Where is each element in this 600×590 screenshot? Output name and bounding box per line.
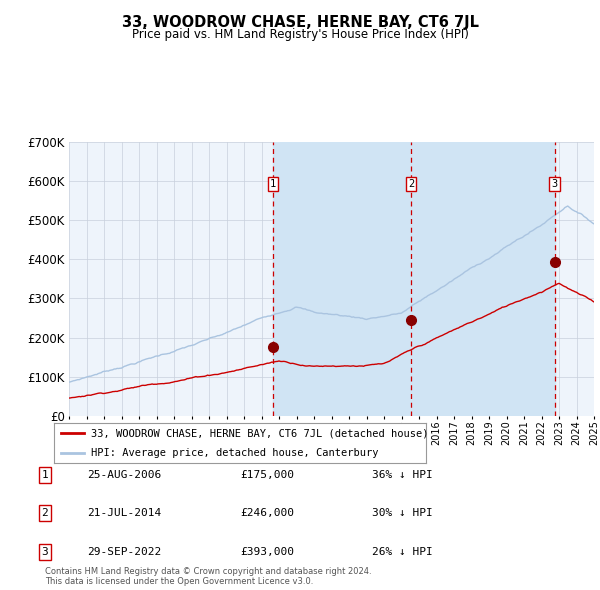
- Text: Price paid vs. HM Land Registry's House Price Index (HPI): Price paid vs. HM Land Registry's House …: [131, 28, 469, 41]
- Text: 3: 3: [551, 179, 558, 189]
- Text: 2: 2: [408, 179, 414, 189]
- Text: 1: 1: [270, 179, 276, 189]
- Text: 1: 1: [41, 470, 49, 480]
- Text: 2: 2: [41, 509, 49, 518]
- Text: 29-SEP-2022: 29-SEP-2022: [87, 547, 161, 556]
- Text: 30% ↓ HPI: 30% ↓ HPI: [372, 509, 433, 518]
- Text: £246,000: £246,000: [240, 509, 294, 518]
- Text: £175,000: £175,000: [240, 470, 294, 480]
- Text: 26% ↓ HPI: 26% ↓ HPI: [372, 547, 433, 556]
- Text: £393,000: £393,000: [240, 547, 294, 556]
- Bar: [273, 142, 554, 416]
- Text: 33, WOODROW CHASE, HERNE BAY, CT6 7JL (detached house): 33, WOODROW CHASE, HERNE BAY, CT6 7JL (d…: [91, 428, 428, 438]
- Text: 25-AUG-2006: 25-AUG-2006: [87, 470, 161, 480]
- Text: 33, WOODROW CHASE, HERNE BAY, CT6 7JL: 33, WOODROW CHASE, HERNE BAY, CT6 7JL: [121, 15, 479, 30]
- Text: 36% ↓ HPI: 36% ↓ HPI: [372, 470, 433, 480]
- Text: 21-JUL-2014: 21-JUL-2014: [87, 509, 161, 518]
- Text: Contains HM Land Registry data © Crown copyright and database right 2024.
This d: Contains HM Land Registry data © Crown c…: [45, 567, 371, 586]
- Text: 3: 3: [41, 547, 49, 556]
- Text: HPI: Average price, detached house, Canterbury: HPI: Average price, detached house, Cant…: [91, 448, 379, 458]
